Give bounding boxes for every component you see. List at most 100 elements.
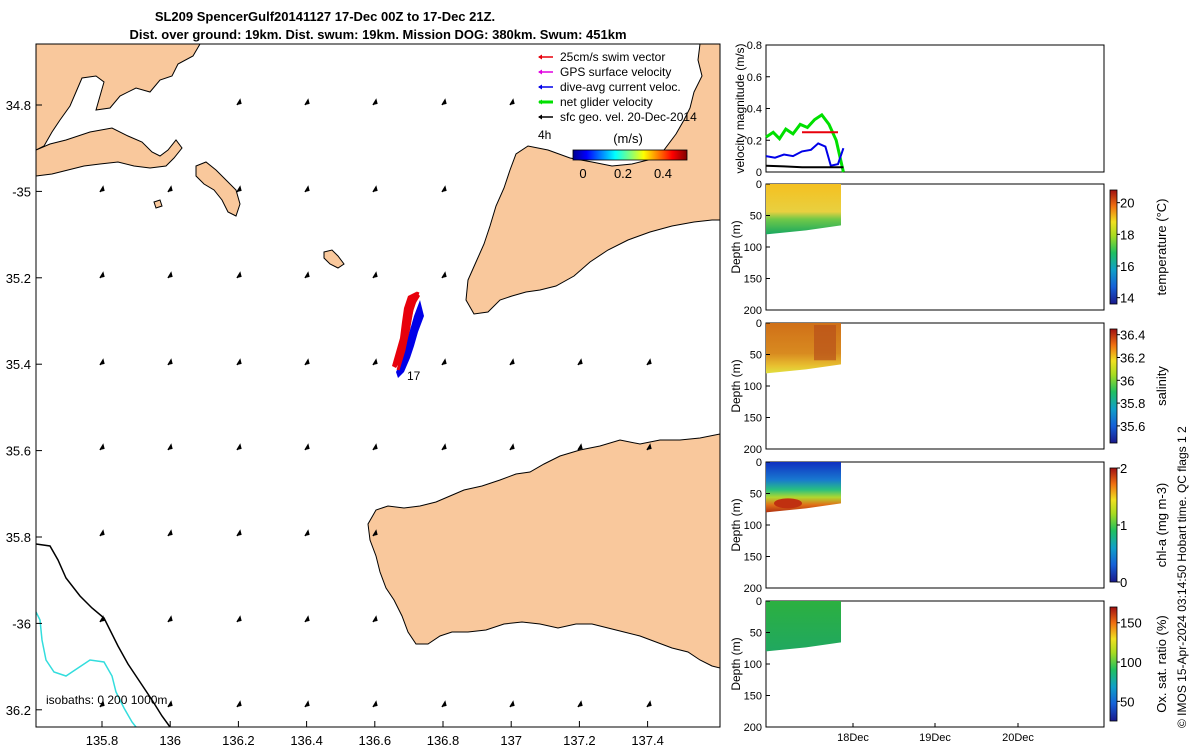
depth-y-tick-label: 150	[744, 691, 762, 703]
geo-velocity-arrow	[509, 98, 515, 106]
colorbar-label: chl-a (mg m-3)	[1154, 483, 1169, 568]
map-y-tick-label: 35.6	[6, 444, 31, 459]
map-x-tick-label: 136.4	[290, 733, 323, 748]
geo-velocity-arrow	[577, 443, 583, 451]
map-x-tick-label: 135.8	[86, 733, 119, 748]
geo-velocity-arrow	[167, 529, 173, 537]
colorbar-tick-label: 36.2	[1120, 351, 1145, 366]
colorbar-tick-label: 50	[1120, 694, 1134, 709]
geo-velocity-arrow	[236, 98, 242, 106]
geo-velocity-arrow	[304, 271, 310, 279]
geo-velocity-arrow	[236, 443, 242, 451]
depth-axis-label: Depth (m)	[729, 220, 743, 273]
map-panel: 17 135.8 136 136.2 136.4 136.6 136.8 137 137.2 1…	[6, 43, 721, 748]
colorbar-tick-label: 18	[1120, 227, 1134, 242]
legend-arrowhead	[538, 84, 542, 90]
velocity-series-line	[765, 112, 845, 173]
depth-y-tick-label: 50	[750, 350, 762, 362]
time-tick-label: 20Dec	[1002, 732, 1034, 744]
geo-velocity-arrow	[167, 443, 173, 451]
footer-stamp: © IMOS 15-Apr-2024 03:14:50 Hobart time.…	[1175, 426, 1189, 728]
velocity-y-axis-label: velocity magnitude (m/s)	[733, 43, 747, 173]
time-tick-label: 18Dec	[837, 732, 869, 744]
map-y-tick-label: 34.8	[6, 98, 31, 113]
land-eyre-peninsula	[36, 44, 201, 151]
geo-velocity-arrow	[167, 615, 173, 623]
velocity-series-line	[765, 164, 844, 169]
legend-time-window: 4h	[538, 128, 551, 142]
land-point-lincoln	[36, 127, 183, 177]
depth-y-tick-label: 100	[744, 520, 762, 532]
depth-y-tick-label: 150	[744, 274, 762, 286]
geo-velocity-arrow	[304, 443, 310, 451]
speed-colorbar-tick-label: 0.4	[654, 166, 672, 181]
map-y-tick-label: 36.2	[6, 703, 31, 718]
geo-velocity-arrow	[372, 185, 378, 193]
map-y-tick-label: -35	[12, 184, 31, 199]
map-x-tick-label: 136.2	[222, 733, 255, 748]
land-kangaroo-island	[367, 433, 720, 669]
geo-velocity-arrow	[236, 529, 242, 537]
velocity-y-tick-label: 0.4	[747, 104, 762, 116]
geo-velocity-arrow	[304, 358, 310, 366]
geo-velocity-arrow	[441, 700, 447, 708]
geo-velocity-arrow	[372, 271, 378, 279]
map-axes: 135.8 136 136.2 136.4 136.6 136.8 137 137.2 137.…	[6, 98, 664, 748]
geo-velocity-arrow	[167, 358, 173, 366]
depth-panel: 0 50 100 150 200 Depth (m) 50 100 150 Ox. sat. ra…	[729, 596, 1169, 734]
speed-colorbar-tick-label: 0.2	[614, 166, 632, 181]
colorbar-tick-label: 14	[1120, 291, 1134, 306]
colorbar-tick-label: 35.8	[1120, 396, 1145, 411]
colorbar-tick-label: 36	[1120, 373, 1134, 388]
geo-velocity-arrow	[236, 358, 242, 366]
depth-y-tick-label: 50	[750, 628, 762, 640]
colorbar-tick-label: 1	[1120, 518, 1127, 533]
velocity-y-tick-label: 0.8	[747, 40, 762, 52]
figure-title-line1: SL209 SpencerGulf20141127 17-Dec 00Z to …	[155, 9, 495, 24]
colorbar	[1109, 328, 1118, 444]
profile-field	[766, 601, 841, 652]
colorbar	[1109, 467, 1118, 583]
depth-y-tick-label: 150	[744, 413, 762, 425]
depth-y-tick-label: 50	[750, 211, 762, 223]
track-day-label: 17	[407, 369, 421, 383]
geo-velocity-arrow	[236, 615, 242, 623]
geo-velocity-arrow	[509, 700, 515, 708]
track-line	[396, 291, 420, 371]
geo-velocity-arrow	[441, 358, 447, 366]
map-y-tick-label: -36	[12, 616, 31, 631]
geo-velocity-arrow	[646, 443, 652, 451]
colorbar-label: temperature (°C)	[1154, 199, 1169, 296]
colorbar-tick-label: 36.4	[1120, 328, 1145, 343]
geo-velocity-arrow	[509, 443, 515, 451]
geo-velocity-arrow	[577, 700, 583, 708]
map-x-tick-label: 137.4	[631, 733, 664, 748]
map-x-tick-label: 137.2	[563, 733, 596, 748]
isobath-0m	[36, 543, 171, 727]
speed-colorbar-ticks: 0 0.2 0.4	[579, 166, 672, 181]
legend-arrowhead	[538, 54, 542, 60]
geo-velocity-arrow	[441, 98, 447, 106]
land-island-small	[195, 161, 241, 217]
map-x-tick-label: 136	[159, 733, 181, 748]
geo-velocity-arrow	[236, 185, 242, 193]
geo-velocity-arrow	[99, 700, 105, 708]
legend-arrowhead	[538, 114, 542, 120]
geo-velocity-arrow	[236, 271, 242, 279]
figure-title-line2: Dist. over ground: 19km. Dist. swum: 19k…	[129, 27, 626, 42]
depth-axis-label: Depth (m)	[729, 498, 743, 551]
geo-velocity-arrow	[577, 358, 583, 366]
geo-velocity-arrow	[441, 185, 447, 193]
sfc-geo-velocity-arrows	[99, 98, 652, 708]
colorbar-tick-label: 150	[1120, 616, 1142, 631]
geo-velocity-arrow	[167, 271, 173, 279]
colorbar	[1109, 189, 1118, 305]
depth-y-tick-label: 100	[744, 659, 762, 671]
geo-velocity-arrow	[441, 443, 447, 451]
map-y-tick-label: 35.8	[6, 530, 31, 545]
depth-y-tick-label: 0	[756, 457, 762, 469]
